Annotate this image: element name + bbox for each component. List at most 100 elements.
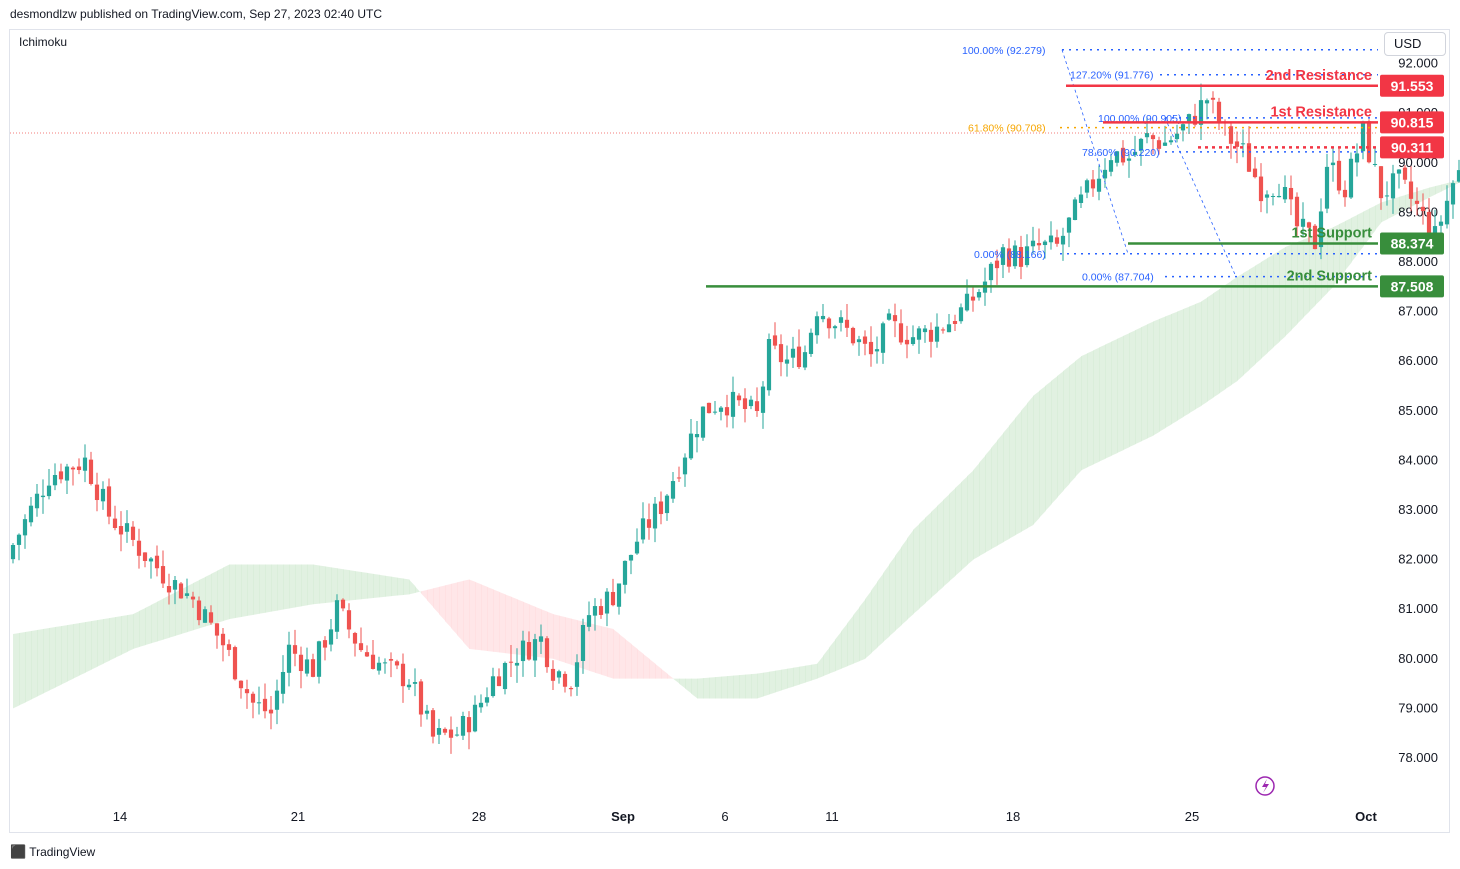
cloud-segment — [379, 574, 386, 598]
candle-body — [1270, 195, 1276, 197]
candle-body — [760, 386, 766, 413]
cloud-segment — [85, 621, 92, 673]
candle-body — [370, 654, 376, 669]
candle-body — [22, 519, 28, 536]
cloud-segment — [427, 588, 434, 608]
cloud-segment — [721, 676, 728, 699]
fib-trend-line — [1164, 117, 1237, 277]
cloud-segment — [1093, 347, 1100, 465]
cloud-segment — [865, 590, 872, 659]
cloud-segment — [649, 658, 656, 679]
candle-body — [652, 503, 658, 529]
candle-body — [196, 600, 202, 621]
price-axis-tick-label: 90.000 — [1398, 155, 1438, 170]
candle-body — [712, 411, 718, 413]
footer-brand[interactable]: ⬛ TradingView — [10, 844, 95, 860]
price-badge-label: 87.508 — [1391, 278, 1434, 294]
cloud-segment — [1033, 390, 1040, 525]
price-axis-tick-label: 81.000 — [1398, 601, 1438, 616]
candle-body — [574, 662, 580, 687]
price-axis-tick-label: 79.000 — [1398, 700, 1438, 715]
cloud-segment — [1273, 250, 1280, 348]
candle-body — [1288, 187, 1294, 200]
cloud-segment — [1429, 186, 1436, 198]
cloud-segment — [445, 583, 452, 629]
candle-body — [514, 662, 520, 666]
candle-body — [1192, 115, 1198, 125]
cloud-segment — [1243, 269, 1250, 376]
candle-body — [562, 673, 568, 687]
cloud-segment — [1021, 403, 1028, 532]
candle-body — [358, 643, 364, 651]
candle-body — [1390, 173, 1396, 199]
cloud-segment — [745, 674, 752, 699]
candle-body — [88, 459, 94, 484]
candle-body — [748, 399, 754, 407]
cloud-segment — [943, 494, 950, 587]
candle-body — [364, 652, 370, 657]
cloud-segment — [553, 614, 560, 661]
cloud-segment — [145, 604, 152, 646]
cloud-segment — [109, 617, 116, 661]
cloud-segment — [1189, 304, 1196, 414]
cloud-segment — [817, 655, 824, 679]
price-axis-tick-label: 82.000 — [1398, 552, 1438, 567]
candle-body — [64, 466, 70, 481]
cloud-segment — [775, 669, 782, 693]
candle-body — [772, 335, 778, 346]
cloud-segment — [67, 624, 74, 682]
price-badge — [1380, 232, 1444, 255]
candle-body — [232, 647, 238, 680]
candle-body — [1330, 162, 1336, 166]
cloud-segment — [877, 573, 884, 648]
candle-body — [1090, 179, 1096, 189]
cloud-segment — [1321, 229, 1328, 300]
candle-body — [10, 544, 16, 560]
cloud-segment — [1171, 311, 1178, 425]
candle-body — [970, 296, 976, 301]
cloud-segment — [1387, 198, 1394, 220]
cloud-segment — [847, 615, 854, 667]
cloud-segment — [1051, 376, 1058, 505]
candle-body — [856, 339, 862, 343]
candle-body — [1378, 166, 1384, 199]
candle-body — [262, 698, 268, 712]
candle-body — [1042, 241, 1048, 246]
candle-body — [604, 591, 610, 614]
cloud-segment — [1195, 301, 1202, 410]
candle-body — [1210, 97, 1216, 100]
cloud-segment — [937, 500, 944, 593]
indicator-legend-ichimoku[interactable]: Ichimoku — [19, 35, 68, 49]
cloud-segment — [739, 674, 746, 699]
cloud-segment — [967, 470, 974, 566]
cloud-segment — [1417, 189, 1424, 204]
candle-body — [1216, 101, 1222, 123]
cloud-segment — [1381, 200, 1388, 223]
candle-body — [1264, 194, 1270, 198]
cloud-segment — [97, 619, 104, 667]
candle-body — [322, 640, 328, 648]
candle-body — [94, 484, 100, 501]
cloud-segment — [823, 647, 830, 677]
candle-body — [1312, 225, 1318, 250]
cloud-segment — [499, 591, 506, 654]
candle-body — [394, 661, 400, 666]
candle-body — [442, 728, 448, 733]
chart-frame — [9, 29, 1450, 833]
cloud-segment — [1123, 333, 1130, 451]
footer-brand-label: TradingView — [29, 845, 96, 859]
candle-body — [790, 348, 796, 358]
cloud-segment — [475, 581, 482, 651]
candle-body — [646, 519, 652, 528]
cloud-segment — [259, 564, 266, 614]
cloud-segment — [1399, 195, 1406, 214]
currency-selector-button[interactable]: USD — [1384, 32, 1446, 56]
cloud-segment — [955, 482, 962, 576]
candle-body — [1444, 200, 1450, 225]
price-badge-label: 91.553 — [1391, 78, 1434, 94]
cloud-segment — [1129, 330, 1136, 448]
cloud-segment — [1159, 316, 1166, 432]
candle-body — [538, 636, 544, 642]
cloud-segment — [787, 667, 794, 689]
